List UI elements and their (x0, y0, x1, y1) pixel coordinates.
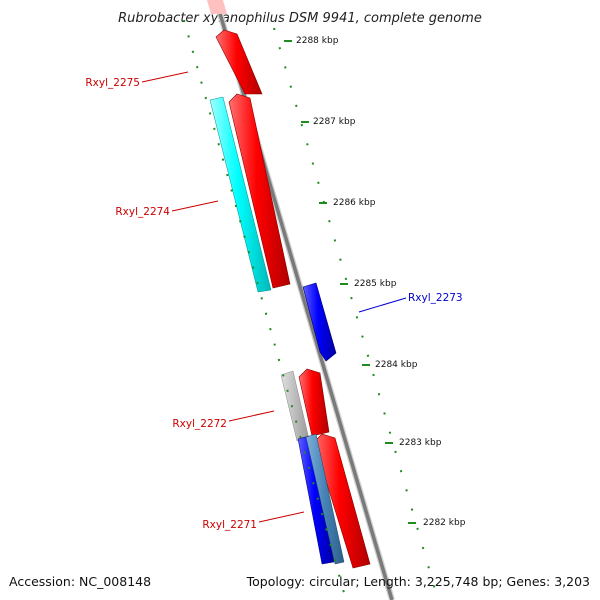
tick-2287-kbp: 2287 kbp (301, 117, 356, 127)
gene-label-rxyl-2275[interactable]: Rxyl_2275 (85, 71, 189, 89)
tick-label: 2286 kbp (333, 198, 376, 208)
gene-rxyl-2274-arrow[interactable] (228, 93, 291, 289)
tick-label: 2285 kbp (354, 279, 397, 289)
gene-rxyl-2272-arrow[interactable] (298, 368, 330, 437)
svg-text:Rxyl_2275: Rxyl_2275 (85, 77, 140, 89)
tick-label: 2288 kbp (296, 36, 339, 46)
tick-label: 2283 kbp (399, 438, 442, 448)
tick-label: 2287 kbp (313, 117, 356, 127)
gene-label-rxyl-2272[interactable]: Rxyl_2272 (172, 410, 275, 430)
tick-2285-kbp: 2285 kbp (340, 279, 397, 289)
tick-label: 2284 kbp (375, 360, 418, 370)
tick-2283-kbp: 2283 kbp (385, 438, 442, 448)
gene-rxyl-2275-arrow[interactable] (207, 0, 263, 95)
accession-text: Accession: NC_008148 (9, 574, 151, 589)
tick-label: 2282 kbp (423, 518, 466, 528)
map-title: Rubrobacter xylanophilus DSM 9941, compl… (118, 11, 482, 26)
steel-feature-bar[interactable] (305, 433, 345, 565)
svg-text:Rxyl_2271: Rxyl_2271 (202, 519, 257, 531)
svg-text:Rxyl_2273: Rxyl_2273 (408, 292, 463, 304)
tick-2288-kbp: 2288 kbp (284, 36, 339, 46)
tick-2286-kbp: 2286 kbp (319, 198, 376, 208)
gene-label-rxyl-2271[interactable]: Rxyl_2271 (202, 511, 305, 531)
gene-rxyl-2273-arrow[interactable] (302, 282, 337, 362)
gene-rxyl-2271-arrow[interactable] (313, 433, 371, 569)
cyan-feature-bar[interactable] (209, 96, 272, 293)
gene-label-rxyl-2274[interactable]: Rxyl_2274 (115, 200, 219, 218)
tick-2284-kbp: 2284 kbp (362, 360, 418, 370)
blue-feature-bar[interactable] (297, 435, 335, 565)
tick-2282-kbp: 2282 kbp (408, 518, 466, 528)
svg-text:Rxyl_2274: Rxyl_2274 (115, 206, 170, 218)
gene-label-rxyl-2273[interactable]: Rxyl_2273 (358, 292, 463, 313)
svg-text:Rxyl_2272: Rxyl_2272 (172, 418, 227, 430)
backbone (213, 0, 395, 600)
topology-text: Topology: circular; Length: 3,225,748 bp… (246, 574, 590, 589)
